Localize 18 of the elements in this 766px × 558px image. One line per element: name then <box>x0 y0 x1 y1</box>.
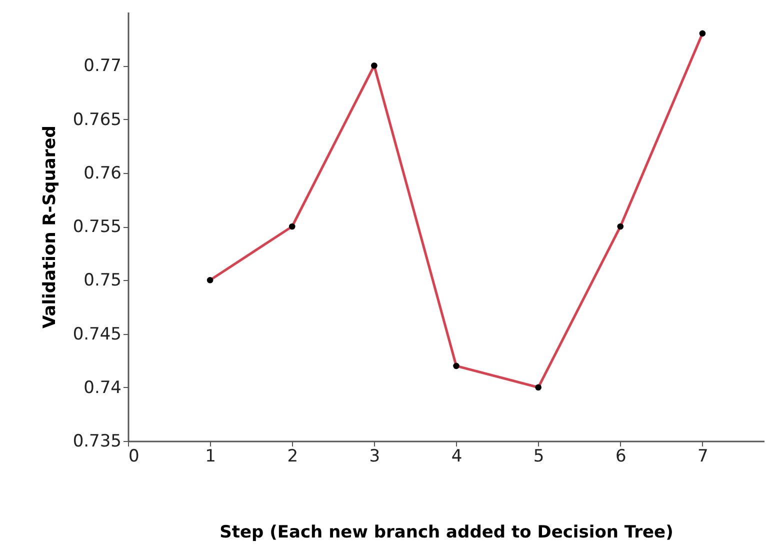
y-tick-label: 0.77 <box>84 56 122 76</box>
x-tick-label: 2 <box>287 446 298 466</box>
x-tick-label: 0 <box>128 446 140 466</box>
y-tick-label: 0.74 <box>84 378 122 398</box>
x-tick-label: 3 <box>369 446 380 466</box>
y-tick-label: 0.75 <box>84 270 122 291</box>
y-tick-label: 0.755 <box>72 217 122 237</box>
x-tick-label: 4 <box>451 446 462 466</box>
x-tick-label: 5 <box>533 446 544 466</box>
y-tick-label: 0.765 <box>72 110 122 130</box>
x-tick-label: 7 <box>698 446 708 466</box>
y-axis-title: Validation R-Squared <box>40 126 60 328</box>
x-axis-title: Step (Each new branch added to Decision Tree) <box>220 522 674 542</box>
x-tick-label: 6 <box>615 446 626 466</box>
y-tick-label: 0.735 <box>72 432 122 452</box>
y-tick-label: 0.76 <box>84 163 122 184</box>
y-tick-label: 0.745 <box>72 324 122 344</box>
x-tick-label: 1 <box>205 446 216 466</box>
